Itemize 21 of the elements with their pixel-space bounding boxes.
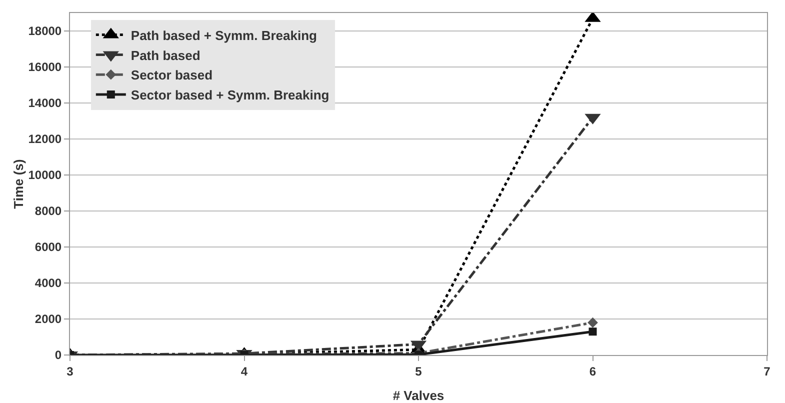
x-tick-label: 6 — [589, 364, 596, 378]
y-tick-label: 6000 — [34, 240, 62, 254]
y-tick-label: 18000 — [28, 24, 62, 38]
y-tick-label: 2000 — [34, 312, 62, 326]
legend-label: Sector based — [130, 68, 213, 83]
x-tick-label: 7 — [764, 364, 771, 378]
y-tick-label: 8000 — [34, 204, 62, 218]
y-axis-title: Time (s) — [11, 159, 26, 209]
x-tick-label: 3 — [66, 364, 74, 378]
x-tick-label: 4 — [240, 364, 248, 378]
y-tick-label: 10000 — [28, 168, 62, 182]
legend-label: Path based + Symm. Breaking — [130, 28, 318, 43]
x-axis-title: # Valves — [392, 388, 444, 403]
y-tick-label: 14000 — [28, 96, 62, 110]
legend-label: Sector based + Symm. Breaking — [130, 88, 330, 103]
y-tick-label: 12000 — [28, 132, 62, 146]
legend-label: Path based — [130, 48, 200, 63]
y-tick-label: 16000 — [28, 60, 62, 74]
y-tick-label: 4000 — [34, 276, 62, 290]
x-tick-label: 5 — [415, 364, 422, 378]
y-tick-label: 0 — [54, 348, 62, 362]
